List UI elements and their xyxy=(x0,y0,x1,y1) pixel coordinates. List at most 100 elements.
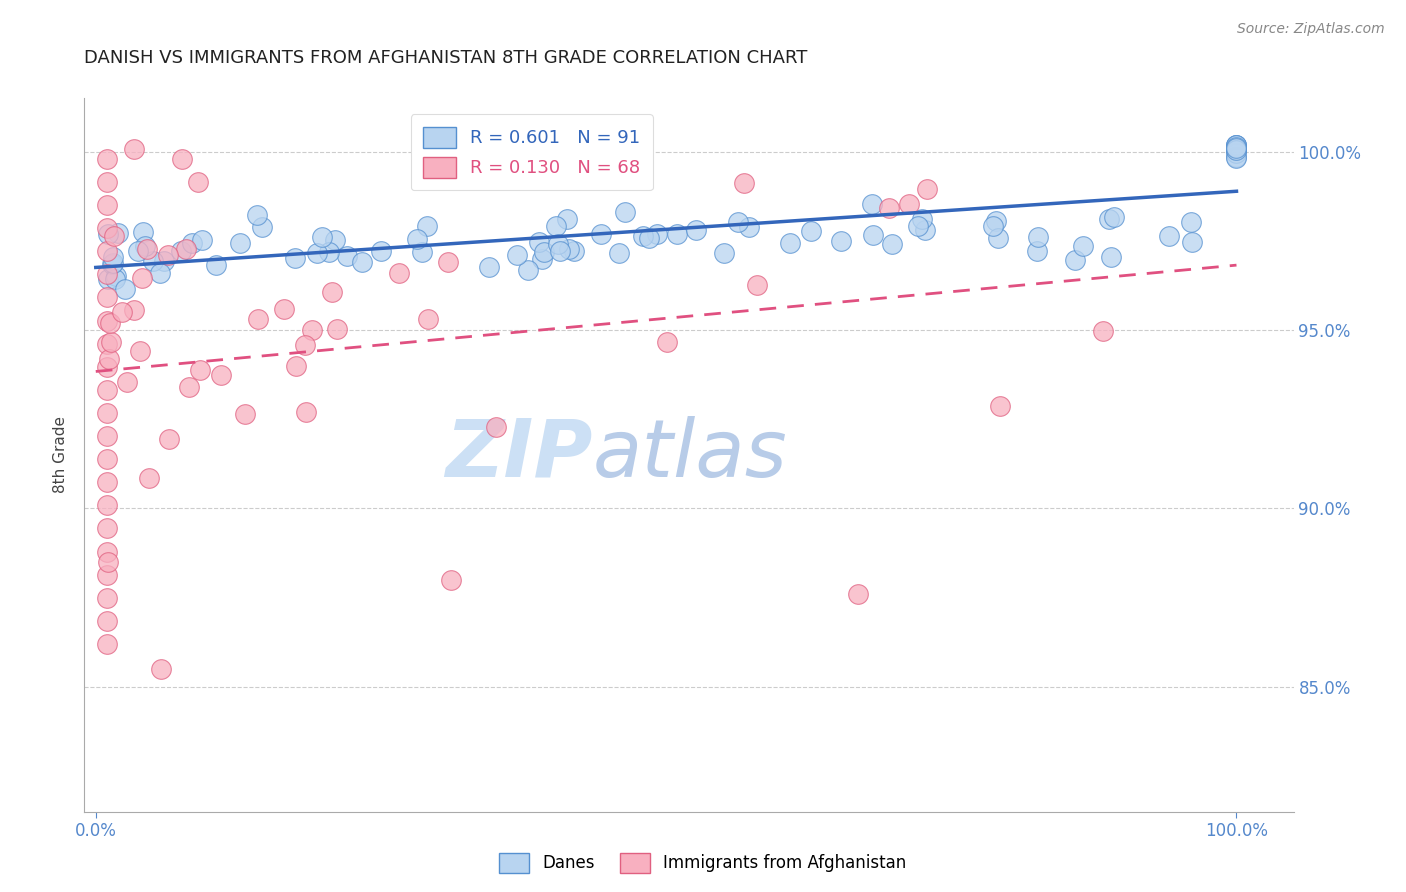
Point xyxy=(984,214,1007,228)
Point xyxy=(1225,151,1247,165)
Point xyxy=(527,235,550,249)
Point xyxy=(132,225,155,239)
Point xyxy=(150,662,173,676)
Point xyxy=(336,249,359,263)
Point xyxy=(860,196,883,211)
Point xyxy=(547,236,569,251)
Point xyxy=(142,253,165,268)
Point xyxy=(96,567,118,582)
Point xyxy=(96,221,118,235)
Point xyxy=(911,211,934,226)
Point xyxy=(301,323,323,337)
Point xyxy=(631,229,654,244)
Point xyxy=(96,383,118,397)
Point xyxy=(1225,140,1247,154)
Point xyxy=(516,262,538,277)
Point xyxy=(1225,144,1247,158)
Point xyxy=(323,233,346,247)
Point xyxy=(105,269,128,284)
Point xyxy=(96,452,118,467)
Point xyxy=(1071,239,1094,253)
Point xyxy=(96,152,118,166)
Text: DANISH VS IMMIGRANTS FROM AFGHANISTAN 8TH GRADE CORRELATION CHART: DANISH VS IMMIGRANTS FROM AFGHANISTAN 8T… xyxy=(84,49,807,67)
Point xyxy=(436,255,458,269)
Point xyxy=(1026,230,1049,244)
Point xyxy=(917,182,939,196)
Point xyxy=(97,272,120,286)
Point xyxy=(987,231,1010,245)
Point xyxy=(138,471,160,485)
Point xyxy=(882,236,904,251)
Text: ZIP: ZIP xyxy=(444,416,592,494)
Legend: R = 0.601   N = 91, R = 0.130   N = 68: R = 0.601 N = 91, R = 0.130 N = 68 xyxy=(411,114,652,190)
Point xyxy=(713,246,735,260)
Point xyxy=(1025,244,1047,258)
Point xyxy=(273,301,295,316)
Point xyxy=(295,405,318,419)
Point xyxy=(830,235,852,249)
Point xyxy=(738,219,761,234)
Point xyxy=(326,322,349,336)
Point xyxy=(98,316,121,330)
Point xyxy=(531,252,554,267)
Point xyxy=(533,245,555,260)
Y-axis label: 8th Grade: 8th Grade xyxy=(53,417,69,493)
Point xyxy=(96,313,118,327)
Point xyxy=(114,282,136,296)
Point xyxy=(245,208,267,222)
Point xyxy=(305,245,328,260)
Point xyxy=(96,591,118,605)
Point xyxy=(846,587,869,601)
Point xyxy=(1180,214,1202,228)
Point xyxy=(96,244,118,259)
Point xyxy=(1225,141,1247,155)
Point xyxy=(135,242,157,256)
Point xyxy=(1225,150,1247,164)
Point xyxy=(591,227,613,242)
Point xyxy=(1181,235,1204,249)
Point xyxy=(131,271,153,285)
Point xyxy=(98,351,121,366)
Point xyxy=(1225,137,1247,152)
Point xyxy=(981,219,1004,233)
Point xyxy=(104,271,127,285)
Point xyxy=(406,232,429,246)
Point xyxy=(370,244,392,258)
Point xyxy=(727,214,749,228)
Point xyxy=(1225,145,1247,160)
Point xyxy=(914,222,936,236)
Point xyxy=(96,406,118,420)
Point xyxy=(97,555,120,569)
Point xyxy=(252,220,274,235)
Point xyxy=(96,175,118,189)
Point xyxy=(96,290,118,304)
Point xyxy=(1102,210,1125,224)
Point xyxy=(1225,142,1247,156)
Point xyxy=(284,359,307,373)
Point xyxy=(614,205,637,219)
Point xyxy=(103,256,125,270)
Point xyxy=(1225,137,1247,152)
Point xyxy=(181,236,204,251)
Point xyxy=(548,244,571,259)
Point xyxy=(96,544,118,558)
Point xyxy=(411,244,433,259)
Point xyxy=(607,246,630,260)
Point xyxy=(233,407,256,421)
Point xyxy=(352,255,374,269)
Point xyxy=(122,303,145,318)
Point xyxy=(96,521,118,535)
Point xyxy=(478,260,501,275)
Point xyxy=(1225,142,1247,156)
Point xyxy=(988,399,1011,413)
Point xyxy=(134,239,156,253)
Point xyxy=(96,637,118,651)
Point xyxy=(418,311,440,326)
Point xyxy=(665,227,688,241)
Point xyxy=(284,252,307,266)
Point xyxy=(96,499,118,513)
Point xyxy=(149,266,172,280)
Point xyxy=(1225,138,1247,153)
Point xyxy=(558,242,581,256)
Point xyxy=(1064,253,1087,268)
